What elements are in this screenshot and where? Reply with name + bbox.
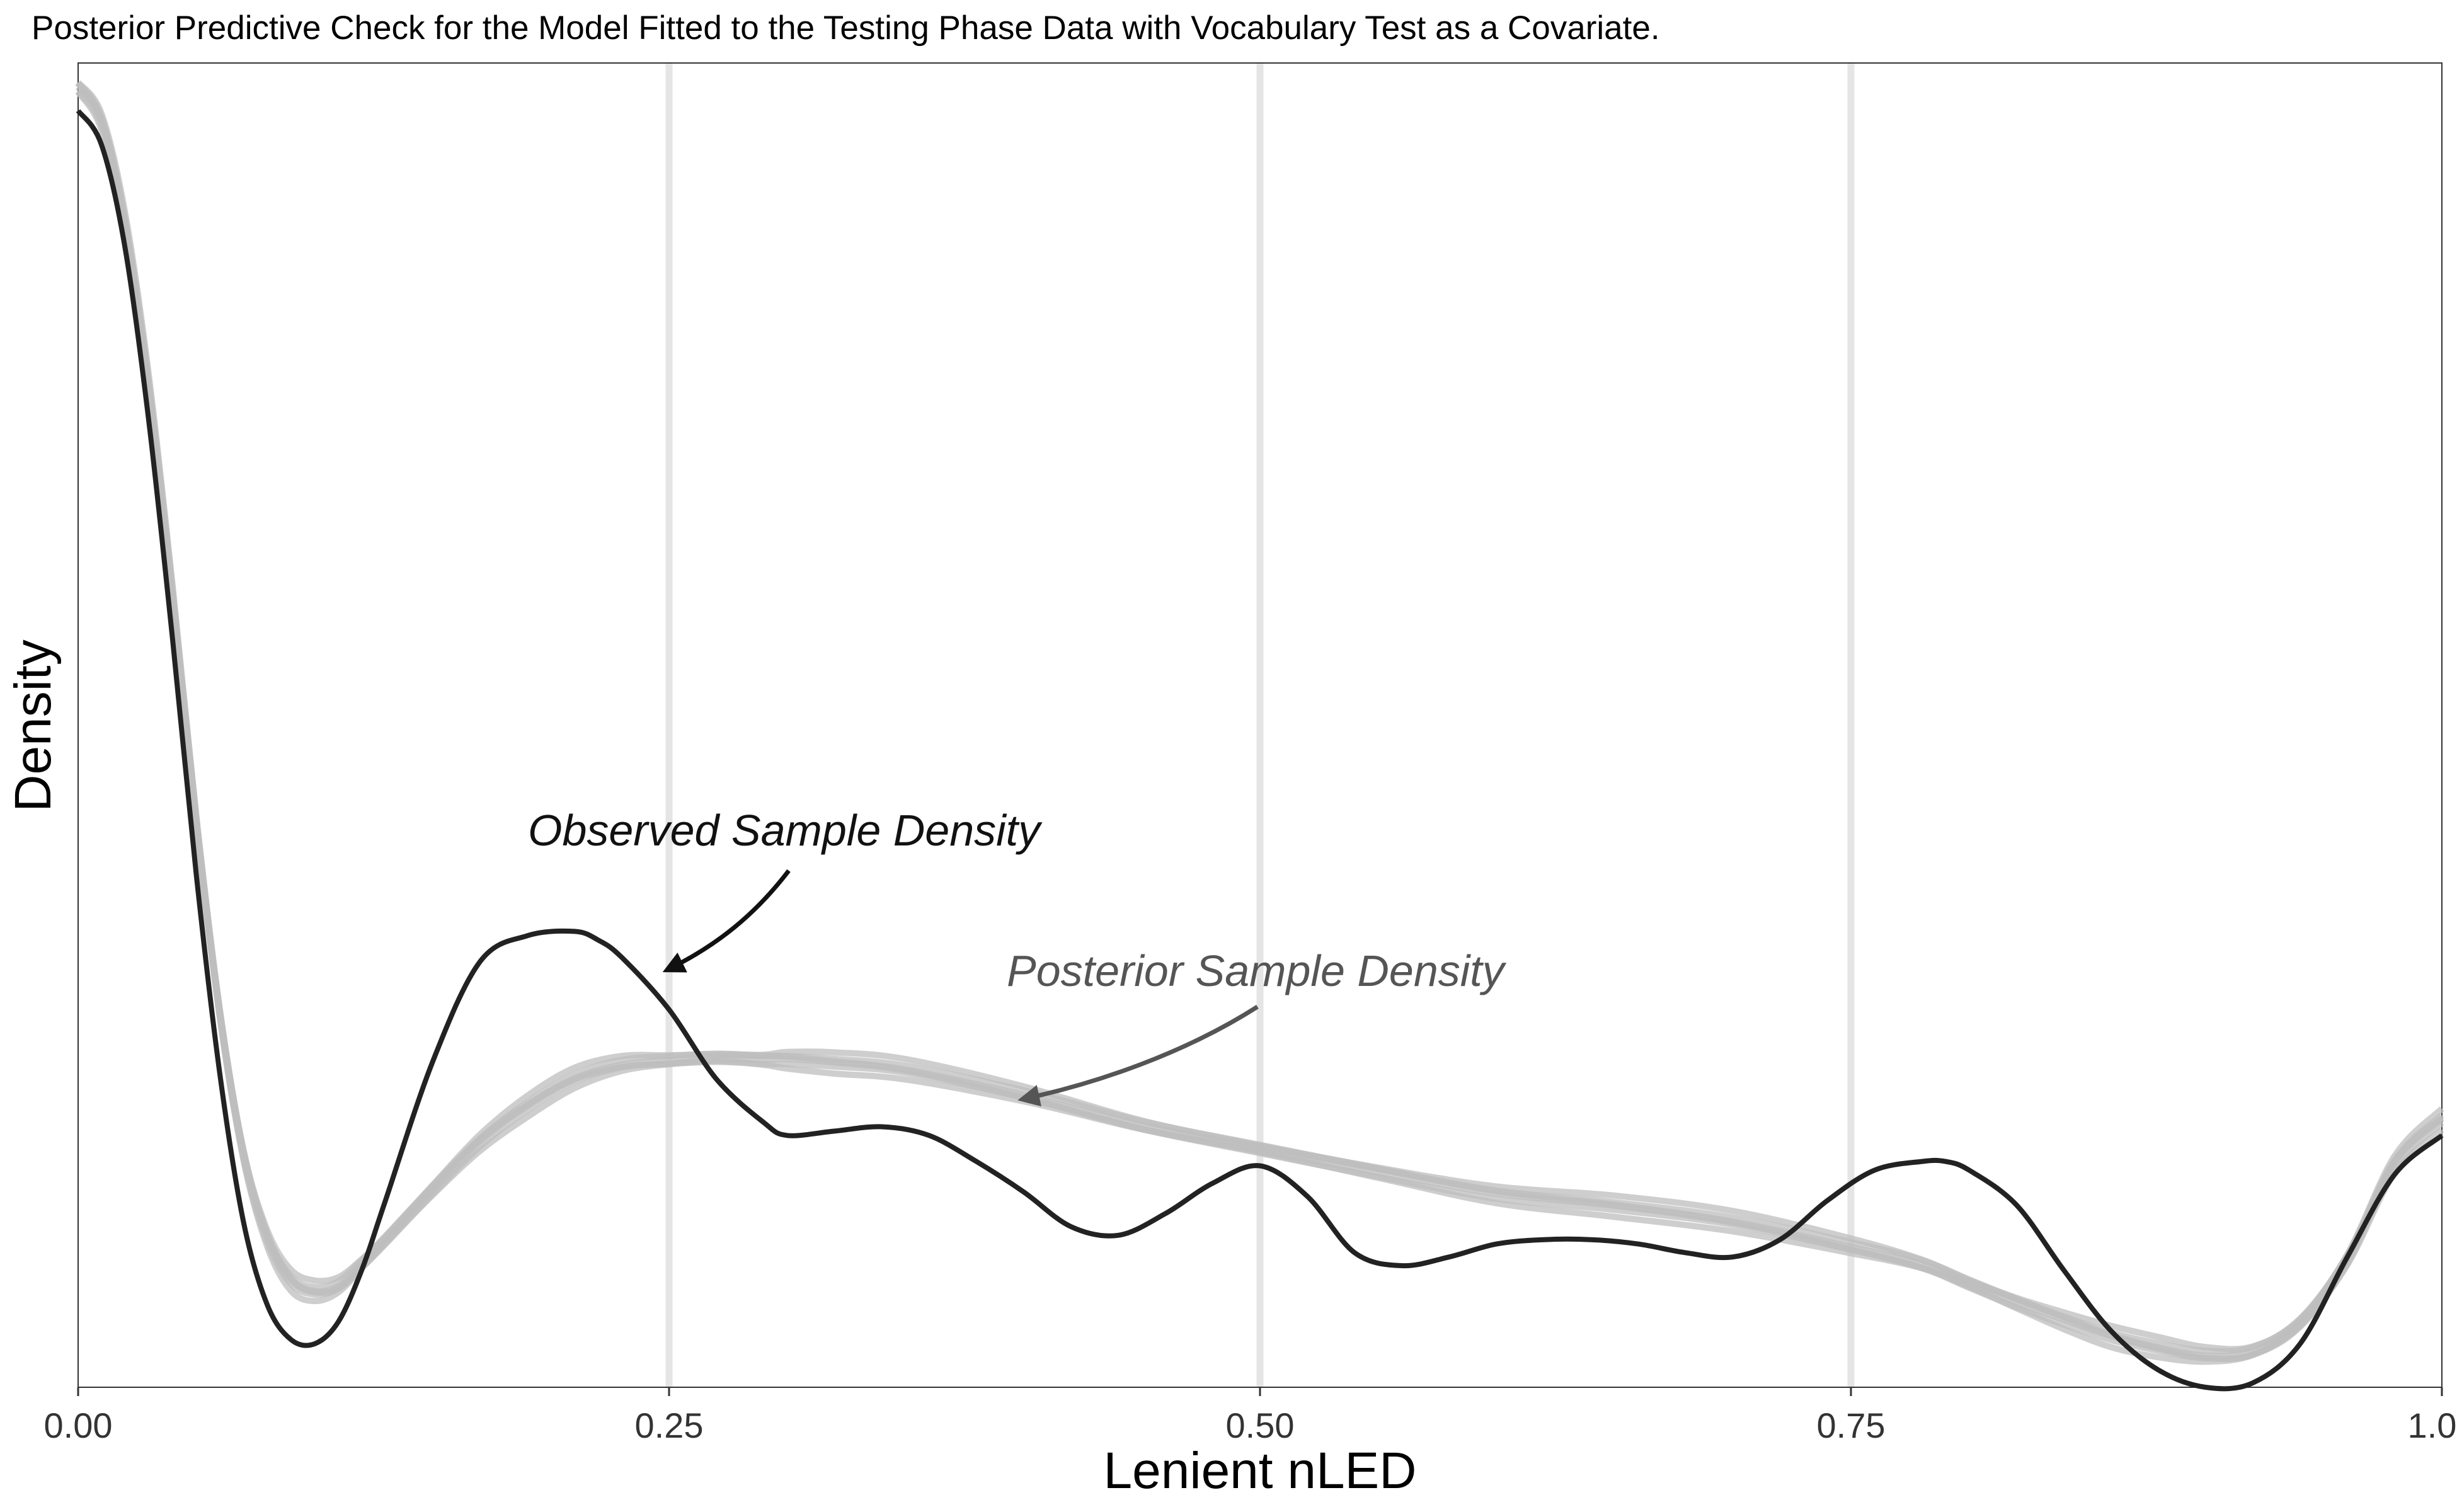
observed-annotation-arrow	[662, 869, 791, 973]
annotation-layer: Observed Sample Density Posterior Sample…	[528, 806, 1507, 1107]
observed-density-line	[76, 109, 2444, 1392]
series-layer	[75, 80, 2444, 1392]
x-tick-label-0: 0.00	[44, 1406, 113, 1445]
x-tick-label-4: 1.00	[2408, 1406, 2457, 1445]
observed-density-annotation: Observed Sample Density	[528, 806, 1043, 855]
x-tick-label-2: 0.50	[1226, 1406, 1295, 1445]
chart-title: Posterior Predictive Check for the Model…	[32, 9, 1660, 47]
x-tick-label-3: 0.75	[1817, 1406, 1886, 1445]
x-axis-title: Lenient nLED	[1104, 1442, 1417, 1499]
y-axis-title: Density	[4, 639, 62, 811]
posterior-density-annotation: Posterior Sample Density	[1007, 946, 1507, 995]
x-tick-label-1: 0.25	[635, 1406, 704, 1445]
x-axis-ticks: 0.00 0.25 0.50 0.75 1.00	[44, 1387, 2457, 1445]
grid-lines	[665, 63, 1855, 1387]
posterior-annotation-arrow	[1017, 1005, 1259, 1107]
posterior-sample-line-5	[75, 80, 2444, 1353]
